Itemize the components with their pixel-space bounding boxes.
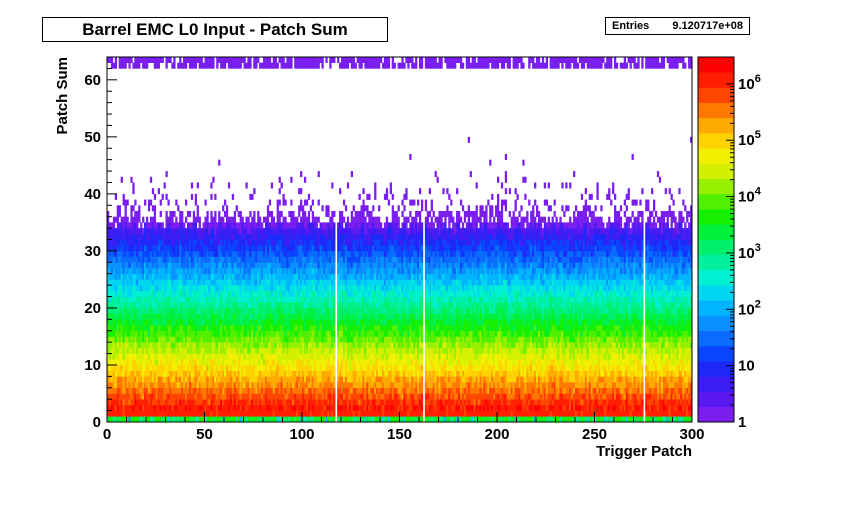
palette-swatch-10 [698, 254, 734, 271]
color-palette: 1 10 102 103 104 105 106 [697, 56, 762, 431]
x-tick-label-6: 300 [679, 426, 704, 443]
z-tick-label-4: 104 [738, 186, 762, 206]
y-tick-label-4: 40 [84, 186, 101, 203]
x-axis-title: Trigger Patch [596, 443, 692, 460]
stats-value: 9.120717e+08 [672, 20, 743, 32]
palette-swatch-20 [698, 102, 734, 119]
palette-swatch-18 [698, 133, 734, 149]
palette-swatch-8 [698, 285, 734, 301]
palette-swatch-9 [698, 269, 734, 286]
palette-swatch-1 [698, 391, 734, 408]
palette-swatch-19 [698, 117, 734, 134]
palette-swatch-4 [698, 345, 734, 362]
z-tick-label-6: 106 [738, 73, 761, 93]
palette-swatch-0 [698, 406, 734, 423]
y-tick-label-5: 50 [84, 129, 101, 146]
z-tick-label-5: 105 [738, 129, 761, 149]
y-tick-label-1: 10 [84, 357, 101, 374]
y-tick-label-6: 60 [84, 72, 101, 89]
palette-swatch-16 [698, 163, 734, 179]
x-tick-label-0: 0 [103, 426, 111, 443]
palette-swatch-7 [698, 300, 734, 316]
z-tick-label-1: 10 [738, 358, 755, 375]
palette-swatch-17 [698, 148, 734, 164]
z-tick-label-2: 102 [738, 298, 761, 318]
x-tick-label-1: 50 [196, 426, 213, 443]
palette-swatch-12 [698, 224, 734, 240]
x-tick-label-4: 200 [484, 426, 509, 443]
palette-swatch-22 [698, 72, 734, 88]
heatmap-cells [107, 57, 693, 423]
palette-swatch-5 [698, 330, 734, 347]
palette-swatch-2 [698, 376, 734, 392]
x-tick-label-5: 250 [582, 426, 607, 443]
z-tick-label-0: 1 [738, 414, 746, 431]
palette-swatch-3 [698, 361, 734, 377]
stats-box: Entries 9.120717e+08 [605, 17, 750, 35]
x-tick-label-3: 150 [387, 426, 412, 443]
y-axis-title: Patch Sum [54, 57, 71, 135]
palette-swatch-11 [698, 239, 734, 256]
y-tick-label-2: 20 [84, 300, 101, 317]
z-tick-label-3: 103 [738, 242, 761, 262]
y-tick-label-0: 0 [93, 414, 101, 431]
y-tick-label-3: 30 [84, 243, 101, 260]
palette-swatch-6 [698, 315, 734, 332]
palette-swatch-23 [698, 57, 734, 73]
palette-swatch-14 [698, 193, 734, 210]
palette-swatch-13 [698, 209, 734, 225]
palette-swatch-15 [698, 178, 734, 195]
axes: 0 50 100 150 200 250 300 0 10 20 30 40 50 60 Trigger P… [54, 56, 705, 460]
x-tick-label-2: 100 [289, 426, 314, 443]
palette-swatch-21 [698, 87, 734, 103]
stats-label: Entries [612, 20, 650, 32]
chart-title: Barrel EMC L0 Input - Patch Sum [42, 17, 388, 42]
